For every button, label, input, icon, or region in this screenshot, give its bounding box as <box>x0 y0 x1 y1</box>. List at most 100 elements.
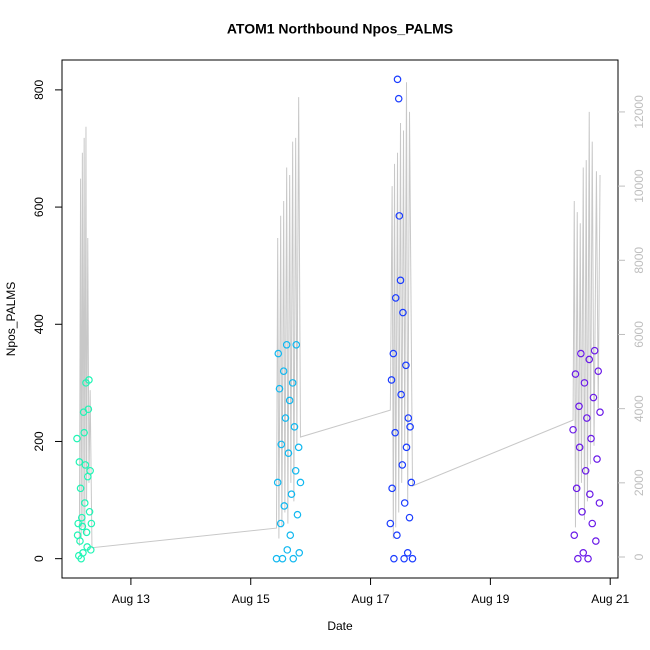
point <box>596 408 604 416</box>
point <box>296 478 305 487</box>
point <box>388 484 396 493</box>
point <box>578 507 586 516</box>
point <box>574 554 582 563</box>
y2-tick-label: 8000 <box>632 247 646 274</box>
point <box>570 531 579 540</box>
y2-tick-label: 10000 <box>632 169 646 203</box>
point <box>86 546 95 554</box>
point <box>575 443 584 452</box>
point <box>402 443 411 452</box>
point <box>575 402 583 411</box>
plot-frame <box>61 59 619 579</box>
point <box>85 376 93 384</box>
point <box>291 466 300 475</box>
point <box>406 423 414 431</box>
x-tick-label: Aug 15 <box>232 592 270 606</box>
y2-line <box>78 82 601 549</box>
y2-tick-label: 6000 <box>632 321 646 348</box>
point <box>77 513 86 522</box>
point <box>397 390 405 399</box>
point <box>394 94 403 103</box>
point <box>288 379 297 387</box>
point <box>589 393 598 402</box>
point <box>393 75 402 84</box>
point <box>585 355 594 364</box>
point <box>593 455 601 463</box>
point <box>569 425 577 434</box>
point <box>398 461 407 469</box>
point <box>282 340 291 349</box>
y2-tick-label: 4000 <box>632 395 646 422</box>
point <box>389 349 398 358</box>
y2-tick-label: 12000 <box>632 95 646 129</box>
x-tick-label: Aug 19 <box>471 592 509 606</box>
point <box>400 554 408 563</box>
point <box>75 458 84 466</box>
point <box>76 484 85 493</box>
x-tick-label: Aug 21 <box>591 592 629 606</box>
y2-tick-label: 2000 <box>632 469 646 496</box>
point <box>400 499 409 507</box>
point <box>78 522 87 531</box>
point <box>404 414 413 422</box>
y-axis-label: Npos_PALMS <box>4 282 18 356</box>
point <box>287 490 296 499</box>
point <box>292 340 301 349</box>
point <box>295 549 304 557</box>
point <box>283 546 292 554</box>
y-tick-label: 400 <box>32 314 46 334</box>
point <box>81 461 90 469</box>
point <box>386 519 395 528</box>
point <box>594 367 603 375</box>
point <box>577 349 585 358</box>
point <box>595 499 604 507</box>
point <box>399 308 407 317</box>
point <box>395 212 404 220</box>
point <box>587 434 595 443</box>
point <box>80 499 89 507</box>
point <box>275 384 284 393</box>
point <box>572 484 581 493</box>
y-tick-label: 0 <box>32 555 46 562</box>
y-tick-label: 600 <box>32 197 46 217</box>
point <box>403 549 412 557</box>
point <box>581 466 590 475</box>
point <box>407 478 416 487</box>
point <box>290 423 299 431</box>
point <box>592 537 600 545</box>
point <box>391 294 400 302</box>
point <box>80 428 88 437</box>
point <box>276 519 285 528</box>
point <box>293 510 302 519</box>
point <box>280 502 289 510</box>
point <box>281 414 290 422</box>
point <box>284 449 293 457</box>
point <box>586 490 594 499</box>
point <box>286 531 295 540</box>
point <box>405 513 414 522</box>
point <box>402 361 410 370</box>
point <box>294 443 303 452</box>
y2-tick-label: 0 <box>632 553 646 560</box>
point <box>79 549 87 557</box>
point <box>76 537 84 545</box>
point <box>583 414 591 422</box>
point <box>391 428 399 437</box>
point <box>86 466 94 475</box>
point <box>590 346 599 355</box>
x-tick-label: Aug 17 <box>352 592 390 606</box>
point <box>87 519 96 528</box>
point <box>584 554 592 563</box>
point <box>390 554 398 563</box>
point <box>387 376 396 384</box>
point <box>571 370 580 378</box>
point <box>396 276 405 285</box>
point <box>588 519 597 528</box>
point <box>289 554 298 563</box>
point <box>285 396 294 405</box>
point <box>277 440 286 449</box>
point <box>73 434 81 443</box>
point <box>580 379 589 387</box>
